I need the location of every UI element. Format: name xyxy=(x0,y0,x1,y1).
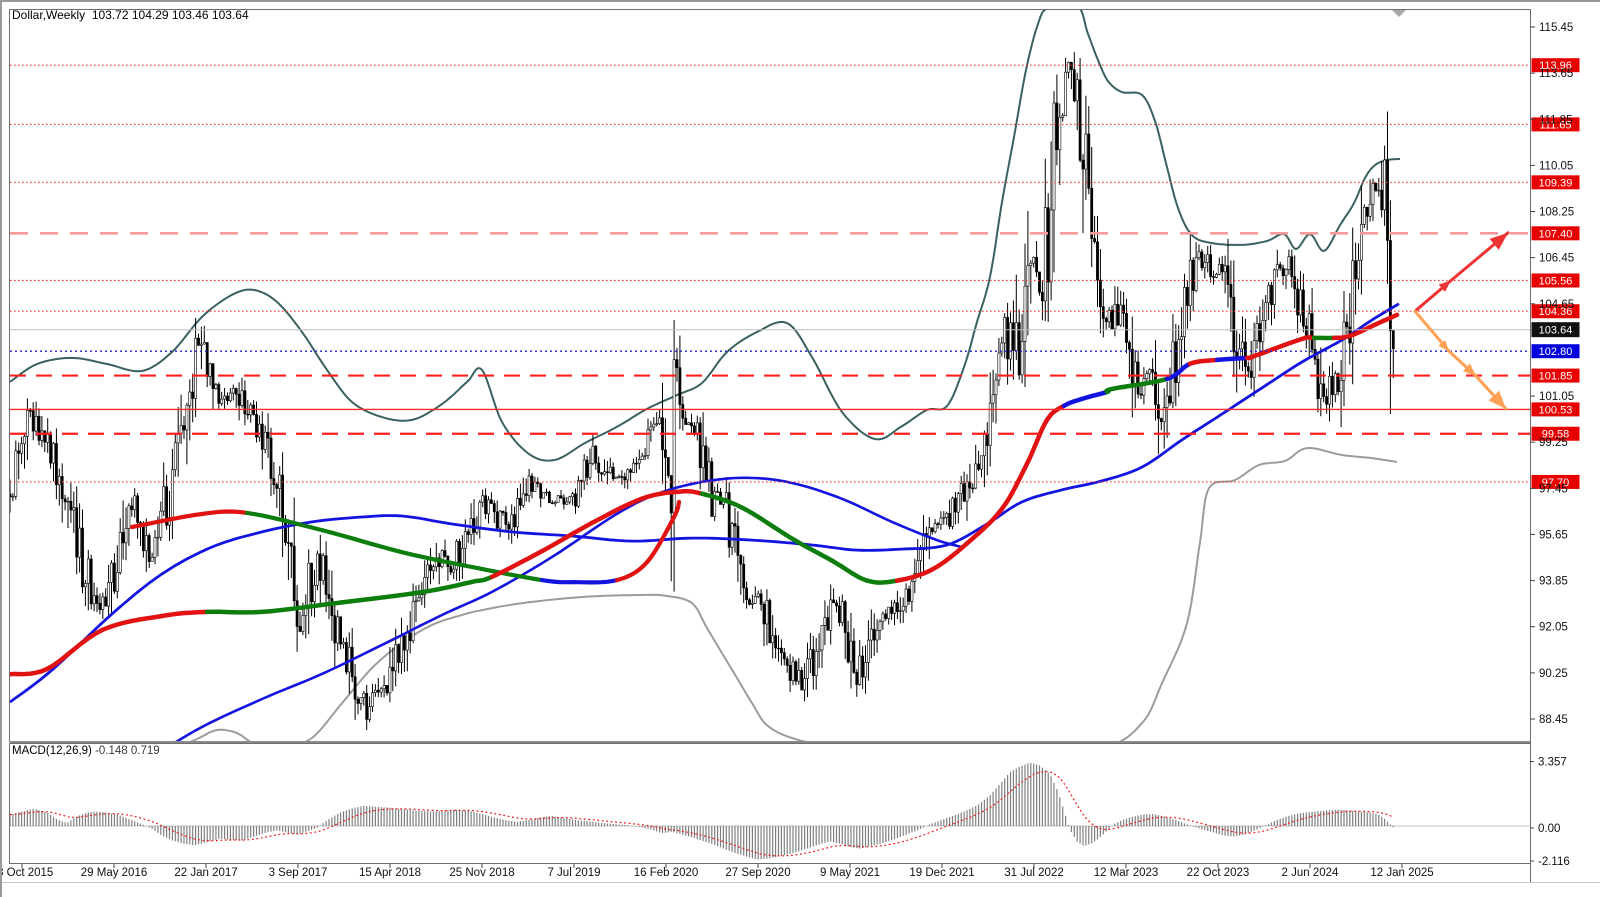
price-level-label[interactable] xyxy=(1531,474,1580,489)
bollinger-upper-band xyxy=(10,10,1400,462)
price-level-label[interactable] xyxy=(1531,344,1580,359)
svg-text:105.56: 105.56 xyxy=(1539,275,1573,287)
chart-title: Dollar,Weekly 103.72 104.29 103.46 103.6… xyxy=(12,8,249,22)
price-level-label[interactable] xyxy=(1531,273,1580,288)
projection-arrow-down[interactable] xyxy=(1413,309,1508,411)
date-label: 12 Mar 2023 xyxy=(1094,867,1159,879)
axes xyxy=(2,9,1600,883)
price-tick-label: 93.85 xyxy=(1539,576,1568,588)
price-tick-label: 92.05 xyxy=(1539,622,1568,634)
level-lines[interactable]: 113.96 111.65 109.39 107.40 105.56 104.36 102.… xyxy=(10,58,1580,489)
date-label: 19 Dec 2021 xyxy=(909,867,974,879)
svg-text:107.40: 107.40 xyxy=(1539,228,1573,240)
price-tick-label: 106.45 xyxy=(1539,253,1574,265)
date-label: 25 Nov 2018 xyxy=(449,867,514,879)
price-level-label[interactable] xyxy=(1531,402,1580,417)
price-tick-label: 110.05 xyxy=(1539,160,1573,172)
date-label: 7 Jul 2019 xyxy=(547,867,600,879)
date-label: 15 Apr 2018 xyxy=(359,867,421,879)
price-level-label[interactable] xyxy=(1531,117,1580,132)
svg-text:101.85: 101.85 xyxy=(1539,371,1573,383)
date-label: 9 May 2021 xyxy=(820,867,880,879)
svg-text:100.53: 100.53 xyxy=(1539,404,1573,416)
date-label: 16 Feb 2020 xyxy=(634,867,699,879)
macd-indicator-label: MACD(12,26,9) -0.148 0.719 xyxy=(12,745,160,757)
candlesticks xyxy=(10,52,1395,731)
price-tick-label: 113.65 xyxy=(1539,68,1573,80)
svg-text:99.58: 99.58 xyxy=(1542,429,1570,441)
date-label: 27 Sep 2020 xyxy=(725,867,790,879)
price-tick-label: 95.65 xyxy=(1539,529,1568,541)
current-price-label: 103.64 xyxy=(1531,322,1580,338)
date-axis[interactable]: 18 Oct 2015 29 May 2016 22 Jan 2017 3 Sep 2… xyxy=(2,864,1434,879)
date-label: 22 Oct 2023 xyxy=(1187,867,1250,879)
price-level-label[interactable] xyxy=(1531,426,1580,441)
macd-tick-label: 3.357 xyxy=(1538,757,1567,769)
projection-arrow-up[interactable] xyxy=(1413,231,1510,313)
symbol-period-label: Dollar,Weekly xyxy=(12,8,86,22)
price-tick-label: 88.45 xyxy=(1539,714,1568,726)
bollinger-lower-band xyxy=(190,446,1398,741)
ma-blue xyxy=(10,302,1400,704)
price-level-label[interactable] xyxy=(1531,175,1580,190)
price-level-label[interactable] xyxy=(1531,58,1580,73)
date-label: 3 Sep 2017 xyxy=(269,867,328,879)
price-axis[interactable]: 115.45 113.65 111.85 110.05 108.25 106.45 104.… xyxy=(1530,22,1574,726)
price-tick-label: 108.25 xyxy=(1539,207,1574,219)
price-level-label[interactable] xyxy=(1531,304,1580,319)
macd-name: MACD(12,26,9) xyxy=(12,745,92,757)
price-tick-label: 99.25 xyxy=(1539,437,1568,449)
date-label: 18 Oct 2015 xyxy=(2,867,53,879)
svg-text:104.36: 104.36 xyxy=(1539,306,1573,318)
macd-histogram xyxy=(10,762,1530,860)
macd-tick-label: 0.00 xyxy=(1538,823,1560,835)
date-label: 29 May 2016 xyxy=(81,867,148,879)
price-tick-label: 111.85 xyxy=(1539,114,1572,126)
date-label: 31 Jul 2022 xyxy=(1004,867,1063,879)
svg-text:97.70: 97.70 xyxy=(1542,477,1570,489)
date-label: 22 Jan 2017 xyxy=(174,867,237,879)
svg-text:103.64: 103.64 xyxy=(1539,325,1573,337)
price-tick-label: 90.25 xyxy=(1539,668,1568,680)
bollinger-bands xyxy=(10,10,1400,741)
scroll-marker-icon[interactable] xyxy=(1392,10,1406,17)
date-label: 12 Jan 2025 xyxy=(1370,867,1433,879)
price-tick-label: 101.05 xyxy=(1539,391,1574,403)
price-tick-label: 97.45 xyxy=(1539,483,1568,495)
macd-axis[interactable]: 3.357 0.00 -2.116 xyxy=(1530,757,1570,868)
svg-text:109.39: 109.39 xyxy=(1539,177,1573,189)
price-tick-label: 115.45 xyxy=(1539,22,1573,34)
macd-value: -0.148 xyxy=(95,745,128,757)
price-level-label[interactable] xyxy=(1531,368,1580,383)
ohlc-values: 103.72 104.29 103.46 103.64 xyxy=(91,8,249,22)
date-label: 2 Jun 2024 xyxy=(1282,867,1340,879)
macd-tick-label: -2.116 xyxy=(1538,856,1570,868)
price-level-label[interactable] xyxy=(1531,226,1580,241)
ma-colored-secondary xyxy=(129,499,682,585)
macd-signal-value: 0.719 xyxy=(130,745,160,757)
price-tick-label: 104.65 xyxy=(1539,299,1574,311)
svg-text:102.80: 102.80 xyxy=(1539,346,1573,358)
ma-colored xyxy=(10,312,1400,677)
svg-text:113.96: 113.96 xyxy=(1539,60,1572,72)
svg-text:111.65: 111.65 xyxy=(1539,119,1571,131)
ma-blue-secondary xyxy=(175,476,963,741)
